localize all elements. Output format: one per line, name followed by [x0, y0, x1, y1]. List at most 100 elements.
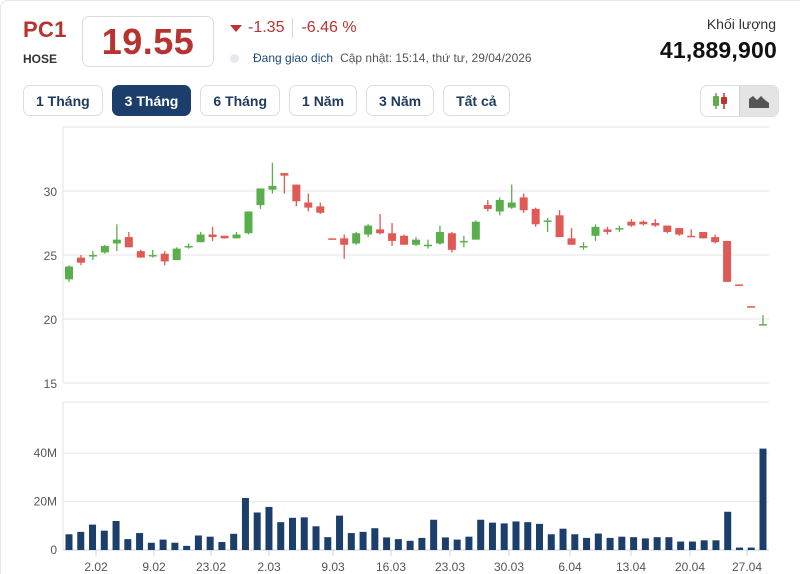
area-chart-button[interactable] [739, 86, 778, 116]
mountain-area-icon [749, 96, 769, 108]
x-tick-label: 20.04 [675, 560, 705, 574]
candle-body [567, 238, 576, 245]
candle-body [172, 248, 181, 261]
tab-6-months[interactable]: 6 Tháng [200, 85, 281, 116]
exchange-label: HOSE [23, 52, 58, 66]
volume-bar [759, 448, 767, 550]
volume-bar [547, 534, 555, 550]
candle-body [747, 306, 756, 308]
volume-bar [488, 522, 496, 550]
candle-body [603, 229, 612, 232]
x-tick-label: 27.04 [732, 560, 762, 574]
x-tick-label: 23.03 [435, 560, 465, 574]
volume-bar [253, 512, 261, 550]
candle-body [65, 266, 73, 280]
candle-body [483, 205, 492, 209]
volume-bar [194, 535, 202, 550]
candle-body [124, 237, 133, 248]
volume-bar [724, 511, 732, 550]
candle-body [627, 221, 636, 226]
volume-value: 41,889,900 [659, 37, 777, 63]
change-percent: -6.46 % [301, 19, 357, 36]
x-tick-label: 23.02 [196, 560, 226, 574]
candle-body [663, 225, 672, 232]
volume-bar [430, 519, 438, 550]
volume-bar [124, 539, 132, 550]
tab-label: 6 Tháng [213, 92, 268, 109]
status-dot-icon [230, 53, 239, 63]
volume-bar [300, 517, 308, 550]
candle-body [232, 234, 241, 239]
tab-all[interactable]: Tất cả [443, 85, 510, 116]
candle-body [196, 234, 205, 243]
candlestick-icon [713, 93, 727, 109]
volume-bar [441, 537, 449, 550]
candle-body [591, 226, 600, 236]
candle-body [340, 238, 349, 245]
x-tick-label: 30.03 [494, 560, 524, 574]
candle-body [280, 173, 289, 176]
volume-bar [465, 536, 473, 550]
candle-body [687, 235, 696, 238]
candle-body [759, 324, 767, 326]
volume-bar [277, 522, 285, 550]
candle-body [160, 253, 169, 262]
x-tick-label: 6.04 [558, 560, 582, 574]
candle-body [519, 197, 528, 211]
current-price: 19.55 [101, 20, 195, 62]
volume-bar [665, 537, 673, 550]
candle-body [723, 240, 732, 282]
volume-bar [712, 540, 720, 550]
candle-body [711, 237, 720, 243]
tab-3-years[interactable]: 3 Năm [366, 85, 435, 116]
tab-1-year[interactable]: 1 Năm [289, 85, 358, 116]
volume-bar [147, 542, 155, 550]
x-tick-label: 2.03 [257, 560, 281, 574]
candle-body [376, 229, 385, 234]
candle-body [316, 206, 325, 213]
price-tick-label: 20 [44, 313, 58, 327]
volume-bar [324, 537, 332, 550]
candle-body [112, 239, 121, 244]
volume-bar [677, 541, 685, 550]
candle-body [447, 233, 456, 250]
volume-bar [265, 506, 273, 550]
trading-status: Đang giao dịch Cập nhật: 15:14, thứ tư, … [230, 51, 532, 65]
volume-bar [288, 517, 296, 550]
volume-bar [653, 537, 661, 550]
ticker-symbol: PC1 [23, 17, 67, 42]
candle-body [435, 231, 444, 244]
candle-body [651, 223, 660, 226]
volume-bar [583, 537, 591, 550]
tab-3-months[interactable]: 3 Tháng [111, 85, 192, 116]
candle-body [244, 211, 253, 234]
divider [292, 18, 294, 38]
volume-bar [735, 547, 743, 550]
volume-bar [606, 537, 614, 550]
x-tick-label: 13.04 [616, 560, 646, 574]
tab-label: 1 Năm [302, 92, 345, 109]
candlestick-button[interactable] [701, 86, 739, 116]
x-tick-label: 16.03 [376, 560, 406, 574]
price-tick-label: 30 [44, 185, 58, 199]
volume-bar [171, 542, 179, 550]
volume-bar [536, 523, 544, 550]
candle-body [220, 235, 229, 239]
volume-bar [347, 533, 355, 550]
tab-label: 3 Năm [379, 92, 422, 109]
candle-body [459, 240, 468, 243]
volume-bar [312, 526, 320, 550]
candle-body [675, 228, 684, 235]
volume-bar [700, 540, 708, 550]
candle-body [256, 188, 265, 206]
candle-body [76, 257, 85, 263]
status-text: Đang giao dịch [253, 51, 334, 65]
down-triangle-icon [230, 25, 242, 32]
volume-bar [630, 537, 638, 550]
candle-body [495, 199, 504, 212]
candle-body [639, 221, 648, 225]
tab-1-month[interactable]: 1 Tháng [23, 85, 103, 116]
volume-bar [100, 530, 108, 550]
volume-bar [641, 538, 649, 550]
volume-bar [500, 523, 508, 550]
